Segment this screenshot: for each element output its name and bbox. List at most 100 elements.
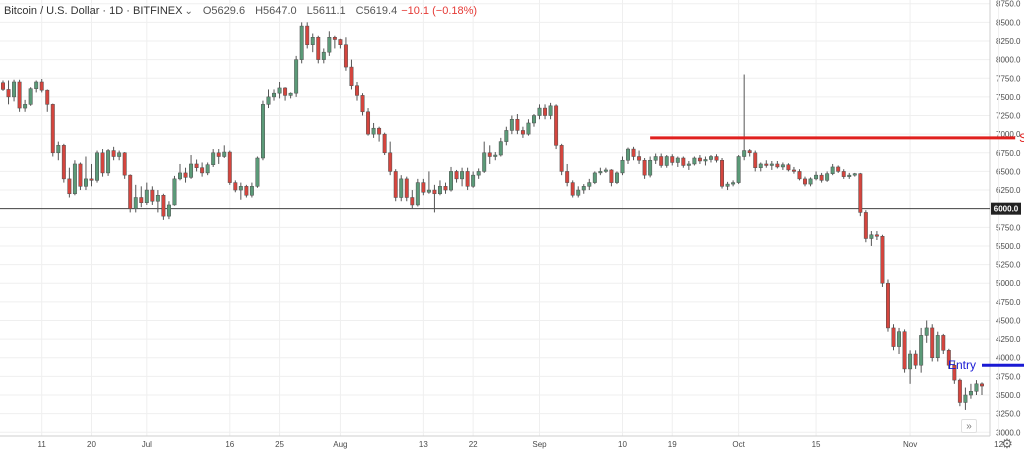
candle-up: [327, 37, 332, 53]
candle-up: [742, 150, 747, 157]
candle-up: [399, 178, 404, 198]
candle-down: [45, 89, 50, 105]
gear-icon[interactable]: ⚙: [1001, 436, 1013, 451]
y-tick-label: 8750.0: [996, 0, 1021, 9]
low-value: L5611.1: [306, 5, 346, 17]
candle-up: [576, 189, 581, 196]
double-chevron-right-icon[interactable]: »: [961, 419, 977, 433]
candle-down: [200, 167, 205, 174]
candle-down: [332, 37, 337, 40]
candle-up: [189, 163, 194, 178]
candle-up: [731, 182, 736, 185]
candle-up: [211, 152, 216, 165]
candle-up: [95, 152, 99, 181]
candle-down: [554, 105, 559, 146]
candle-down: [388, 152, 393, 172]
candle-down: [980, 383, 984, 387]
candle-up: [919, 335, 924, 366]
candle-down: [100, 152, 105, 174]
candle-up: [935, 335, 940, 358]
candle-up: [548, 105, 553, 116]
candle-down: [913, 353, 918, 366]
candle-up: [28, 88, 33, 105]
candle-up: [814, 174, 819, 180]
candle-down: [681, 157, 686, 166]
y-tick-label: 7000.0: [996, 130, 1021, 139]
candle-down: [355, 85, 359, 96]
candle-up: [72, 163, 77, 195]
candle-up: [144, 189, 149, 203]
candle-down: [957, 379, 962, 403]
entry-label: Entry: [948, 358, 976, 372]
candle-up: [614, 172, 619, 183]
candle-down: [338, 39, 343, 45]
y-tick-label: 7250.0: [996, 112, 1021, 121]
candle-down: [841, 171, 846, 177]
candle-down: [902, 331, 907, 370]
candle-down: [283, 87, 288, 96]
candle-down: [61, 145, 66, 180]
candle-down: [609, 169, 614, 183]
y-tick-label: 3000.0: [996, 428, 1021, 437]
candle-down: [946, 350, 951, 366]
x-tick-label: 16: [225, 440, 234, 449]
candle-up: [648, 159, 653, 176]
candle-up: [692, 157, 697, 165]
chevron-down-icon[interactable]: ⌄: [184, 5, 193, 17]
candle-down: [670, 156, 675, 163]
candle-up: [587, 182, 592, 187]
y-tick-label: 5750.0: [996, 223, 1021, 232]
high-value: H5647.0: [255, 5, 297, 17]
candle-down: [637, 156, 642, 161]
stoploss-label: Stoploss: [1019, 131, 1024, 145]
candle-up: [205, 164, 210, 174]
candle-up: [769, 163, 774, 166]
y-tick-label: 8500.0: [996, 18, 1021, 27]
candle-up: [415, 182, 420, 206]
candle-down: [764, 163, 769, 166]
candle-up: [310, 37, 315, 45]
y-tick-label: 5000.0: [996, 279, 1021, 288]
candle-down: [880, 236, 885, 284]
x-tick-label: 19: [668, 440, 677, 449]
y-tick-label: 6250.0: [996, 186, 1021, 195]
candle-up: [703, 159, 708, 162]
candle-down: [421, 182, 426, 193]
y-tick-label: 3750.0: [996, 372, 1021, 381]
candle-down: [410, 197, 415, 206]
y-tick-label: 8250.0: [996, 37, 1021, 46]
candle-up: [460, 171, 465, 180]
candle-up: [968, 391, 973, 396]
candle-down: [50, 104, 55, 154]
candle-up: [830, 166, 835, 174]
price-line-label: 6000.0: [994, 205, 1019, 214]
candle-down: [559, 145, 564, 172]
candle-up: [155, 195, 160, 202]
candle-up: [963, 394, 968, 403]
candle-down: [631, 148, 636, 157]
candle-down: [642, 159, 647, 176]
candle-up: [476, 171, 481, 176]
x-tick-label: 12: [994, 440, 1003, 449]
candle-down: [891, 327, 896, 347]
candle-down: [714, 156, 719, 161]
x-tick-label: 22: [469, 440, 478, 449]
candle-up: [897, 331, 901, 347]
candle-down: [39, 81, 44, 91]
candle-up: [592, 172, 597, 183]
candle-up: [34, 81, 39, 89]
candle-down: [803, 178, 807, 185]
candle-up: [12, 81, 17, 98]
candle-down: [941, 335, 946, 351]
candle-up: [709, 156, 713, 160]
y-tick-label: 4000.0: [996, 354, 1021, 363]
x-tick-label: Nov: [903, 440, 917, 449]
symbol-label[interactable]: Bitcoin / U.S. Dollar · 1D · BITFINEX: [4, 5, 183, 17]
x-tick-label: 13: [419, 440, 428, 449]
candle-down: [139, 197, 144, 203]
candle-down: [17, 81, 22, 109]
candle-up: [288, 92, 293, 96]
candle-down: [747, 150, 752, 154]
candle-up: [23, 104, 28, 109]
